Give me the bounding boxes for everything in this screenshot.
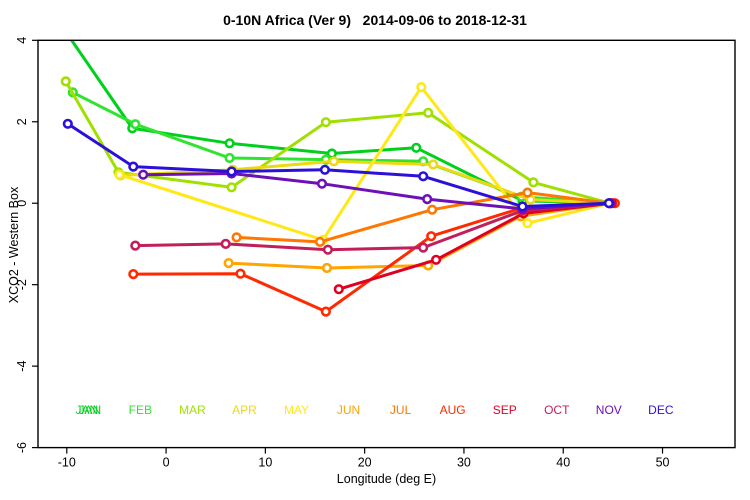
data-point-JUL (231, 232, 242, 243)
series-group (60, 40, 621, 317)
data-point-JUN (321, 262, 333, 274)
month-label-JUL: JUL (390, 403, 412, 417)
data-point-DEC (226, 166, 237, 177)
month-label-OCT: OCT (544, 403, 570, 417)
data-point-MAR (320, 117, 332, 128)
data-point-DEC (603, 198, 615, 209)
data-point-NOV (422, 194, 433, 205)
month-label-MAR: MAR (179, 403, 206, 417)
data-point-AUG (320, 306, 332, 317)
data-point-MAR (423, 107, 434, 118)
y-tick-label: -4 (15, 361, 29, 372)
month-label-SEP: SEP (493, 403, 517, 417)
y-tick-label: -2 (15, 279, 29, 290)
y-tick-label: 0 (15, 200, 29, 207)
data-point-DEC (418, 171, 429, 182)
data-point-JUL (314, 236, 326, 247)
data-point-FEB (130, 119, 141, 130)
month-label-FEB: FEB (129, 403, 152, 417)
series-line-SEP (337, 201, 614, 291)
x-tick-label: 20 (358, 456, 372, 470)
data-point-MAR (60, 76, 71, 87)
data-point-MAY (114, 169, 125, 180)
data-point-AUG (235, 268, 246, 279)
y-tick-label: 4 (15, 37, 29, 44)
y-axis-title: XCO2 - Western Box (7, 186, 21, 304)
month-label-DEC: DEC (648, 403, 674, 417)
data-point-DEC (517, 201, 528, 212)
month-label-JAN: JAN (78, 403, 101, 417)
plot-box (37, 39, 736, 449)
data-point-MAY (416, 81, 427, 93)
data-point-OCT (220, 238, 231, 249)
x-tick-label: -10 (58, 456, 76, 470)
data-point-NOV (316, 178, 328, 189)
data-point-MAY (522, 218, 533, 229)
data-point-SEP (333, 284, 344, 295)
month-label-AUG: AUG (440, 403, 466, 417)
data-point-DEC (62, 118, 73, 129)
data-point-JUL (522, 187, 533, 198)
data-point-JUN (223, 258, 234, 269)
x-tick-label: 10 (258, 456, 272, 470)
data-point-APR (328, 156, 340, 167)
x-tick-label: 40 (556, 456, 570, 470)
data-point-JAN (411, 142, 422, 153)
month-label-JUN: JUN (337, 403, 360, 417)
data-point-APR (428, 159, 439, 170)
data-point-AUG (426, 231, 437, 242)
month-label-NOV: NOV (596, 403, 622, 417)
data-point-NOV (138, 169, 149, 180)
data-point-MAR (528, 177, 539, 188)
y-tick-label: 2 (15, 118, 29, 125)
chart-title: 0-10N Africa (Ver 9) 2014-09-06 to 2018-… (223, 12, 527, 28)
y-tick-label: -6 (15, 442, 29, 453)
data-point-JAN (224, 138, 235, 149)
data-point-OCT (130, 240, 141, 251)
data-point-DEC (319, 164, 331, 175)
data-point-SEP (431, 254, 442, 265)
series-line-NOV (141, 172, 612, 211)
x-tick-label: 0 (163, 456, 170, 470)
data-point-AUG (128, 269, 139, 280)
month-label-MAY: MAY (284, 403, 309, 417)
x-tick-label: 50 (656, 456, 670, 470)
x-axis-title: Longitude (deg E) (336, 472, 437, 486)
data-point-MAR (226, 182, 237, 193)
month-label-JAN: JAN (75, 403, 98, 417)
data-point-FEB (224, 152, 235, 164)
month-label-APR: APR (232, 403, 257, 417)
x-tick-label: 30 (457, 456, 471, 470)
data-point-OCT (322, 244, 334, 255)
data-point-DEC (128, 161, 139, 172)
data-point-OCT (418, 242, 429, 253)
data-point-JUL (427, 204, 438, 215)
